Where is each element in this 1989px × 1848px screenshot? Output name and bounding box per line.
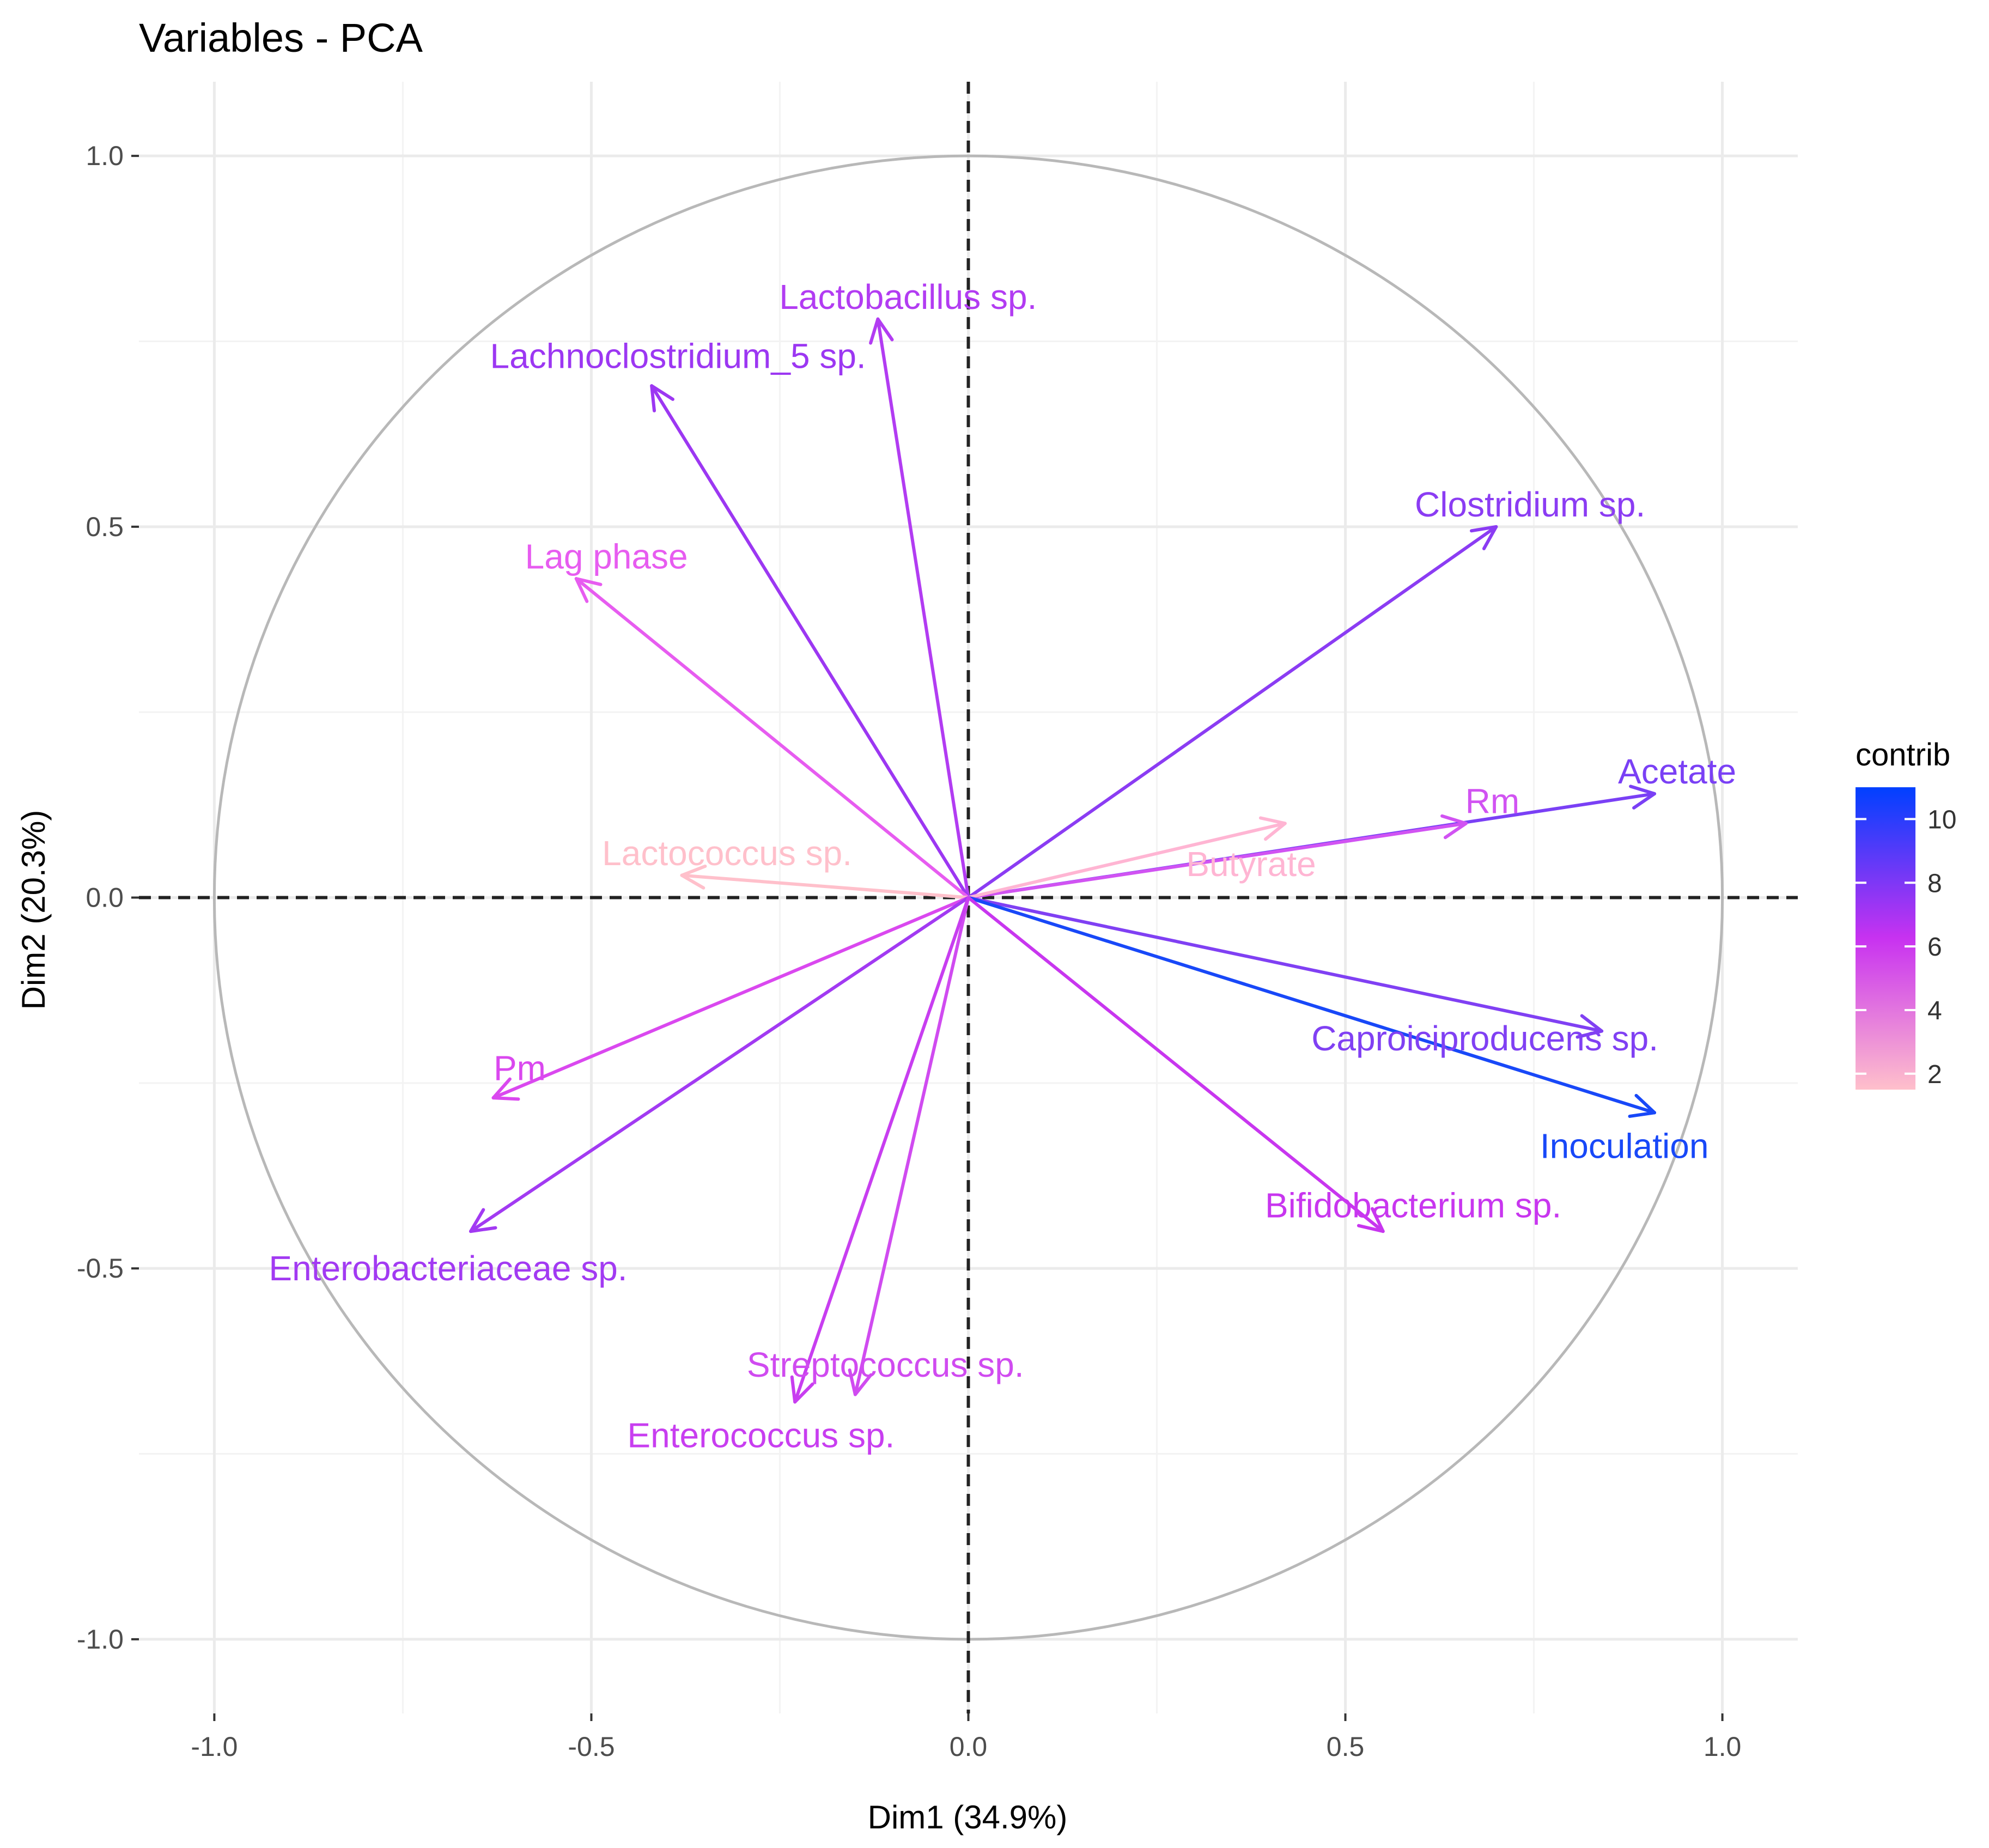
arrow-pm	[491, 896, 970, 1101]
label-butyrate: Butyrate	[1186, 844, 1316, 884]
arrow-head	[491, 1077, 520, 1101]
arrow-bifidobacterium-sp	[966, 896, 1385, 1233]
label-enterobacteriaceae-sp: Enterobacteriaceae sp.	[269, 1249, 627, 1288]
arrow-shaft	[966, 822, 1287, 899]
arrow-head	[869, 317, 894, 345]
legend-tick-label: 2	[1927, 1060, 1942, 1089]
y-tick-label: 1.0	[86, 141, 124, 171]
y-axis-label: Dim2 (20.3%)	[15, 810, 52, 1010]
y-tick-label: -0.5	[77, 1253, 124, 1284]
legend-tick-label: 6	[1927, 933, 1942, 962]
arrow-caproiciproducens-sp	[966, 896, 1604, 1039]
arrow-head	[574, 577, 603, 603]
arrow-rm	[966, 814, 1468, 899]
arrow-head	[848, 1368, 873, 1396]
x-axis-label: Dim1 (34.9%)	[868, 1799, 1068, 1835]
label-lag-phase: Lag phase	[525, 537, 688, 576]
arrow-enterobacteriaceae-sp	[469, 896, 970, 1233]
legend: contrib 2 4 6 8 10	[1856, 737, 1956, 1090]
arrow-shaft	[793, 896, 970, 1404]
arrow-streptococcus-sp	[848, 896, 970, 1396]
x-tick-label: 0.0	[950, 1731, 988, 1762]
y-tick-label: -1.0	[77, 1624, 124, 1655]
label-caproiciproducens-sp: Caproiciproducens sp.	[1311, 1019, 1658, 1058]
arrow-inoculation	[966, 896, 1657, 1118]
x-tick-label: 0.5	[1327, 1731, 1365, 1762]
arrow-head	[1629, 785, 1657, 810]
arrow-enterococcus-sp	[790, 896, 970, 1404]
label-pm: Pm	[494, 1049, 546, 1088]
arrow-shaft	[966, 525, 1498, 899]
legend-ticks: 2 4 6 8 10	[1856, 805, 1956, 1089]
label-rm: Rm	[1465, 782, 1520, 821]
arrow-lactobacillus-sp	[869, 317, 970, 899]
arrow-shaft	[680, 873, 970, 899]
arrow-shaft	[491, 896, 970, 1100]
chart-title: Variables - PCA	[139, 15, 423, 60]
label-enterococcus-sp: Enterococcus sp.	[627, 1415, 895, 1455]
legend-tick-label: 10	[1927, 805, 1956, 834]
arrow-head	[680, 864, 707, 890]
label-streptococcus-sp: Streptococcus sp.	[747, 1345, 1024, 1384]
y-tick-label: 0.5	[86, 512, 124, 542]
arrow-head	[790, 1375, 814, 1404]
arrow-head	[469, 1208, 497, 1233]
arrow-head	[1357, 1207, 1385, 1233]
arrow-head	[1258, 816, 1287, 841]
arrow-shaft	[650, 384, 970, 899]
arrow-shaft	[469, 896, 970, 1233]
legend-tick-label: 8	[1927, 869, 1942, 898]
label-inoculation: Inoculation	[1540, 1127, 1709, 1166]
label-bifidobacterium-sp: Bifidobacterium sp.	[1265, 1186, 1561, 1225]
arrow-butyrate	[966, 816, 1287, 899]
legend-title: contrib	[1856, 737, 1950, 773]
variable-labels: Lactobacillus sp. Lachnoclostridium_5 sp.…	[269, 277, 1736, 1455]
arrow-shaft	[966, 896, 1657, 1115]
arrow-head	[1628, 1093, 1657, 1118]
label-lactococcus-sp: Lactococcus sp.	[602, 834, 852, 873]
axis-ticks: -1.0 -0.5 0.0 0.5 1.0 -1.0 -0.5 0.0 0.5 1.0	[77, 141, 1742, 1762]
arrow-shaft	[966, 896, 1604, 1033]
label-lactobacillus-sp: Lactobacillus sp.	[779, 277, 1037, 317]
variable-arrows	[469, 317, 1657, 1404]
arrow-clostridium-sp	[966, 525, 1498, 899]
legend-tick-label: 4	[1927, 996, 1942, 1025]
arrow-head	[1576, 1014, 1604, 1039]
arrow-lag-phase	[574, 577, 970, 899]
arrow-lachnoclostridium-5-sp	[650, 384, 970, 899]
arrow-shaft	[876, 317, 970, 899]
arrow-shaft	[853, 896, 970, 1396]
x-tick-label: 1.0	[1704, 1731, 1742, 1762]
label-clostridium-sp: Clostridium sp.	[1415, 485, 1645, 524]
label-acetate: Acetate	[1618, 752, 1736, 791]
label-lachnoclostridium-5-sp: Lachnoclostridium_5 sp.	[490, 337, 866, 376]
arrow-lactococcus-sp	[680, 864, 970, 899]
arrow-shaft	[966, 822, 1468, 899]
x-tick-label: -0.5	[568, 1731, 615, 1762]
arrow-shaft	[966, 896, 1385, 1233]
x-tick-label: -1.0	[191, 1731, 238, 1762]
arrow-head	[1469, 525, 1498, 550]
arrow-shaft	[574, 577, 970, 899]
arrow-head	[650, 384, 674, 412]
legend-colorbar	[1856, 787, 1915, 1090]
arrow-head	[1440, 814, 1468, 840]
y-tick-label: 0.0	[86, 883, 124, 913]
